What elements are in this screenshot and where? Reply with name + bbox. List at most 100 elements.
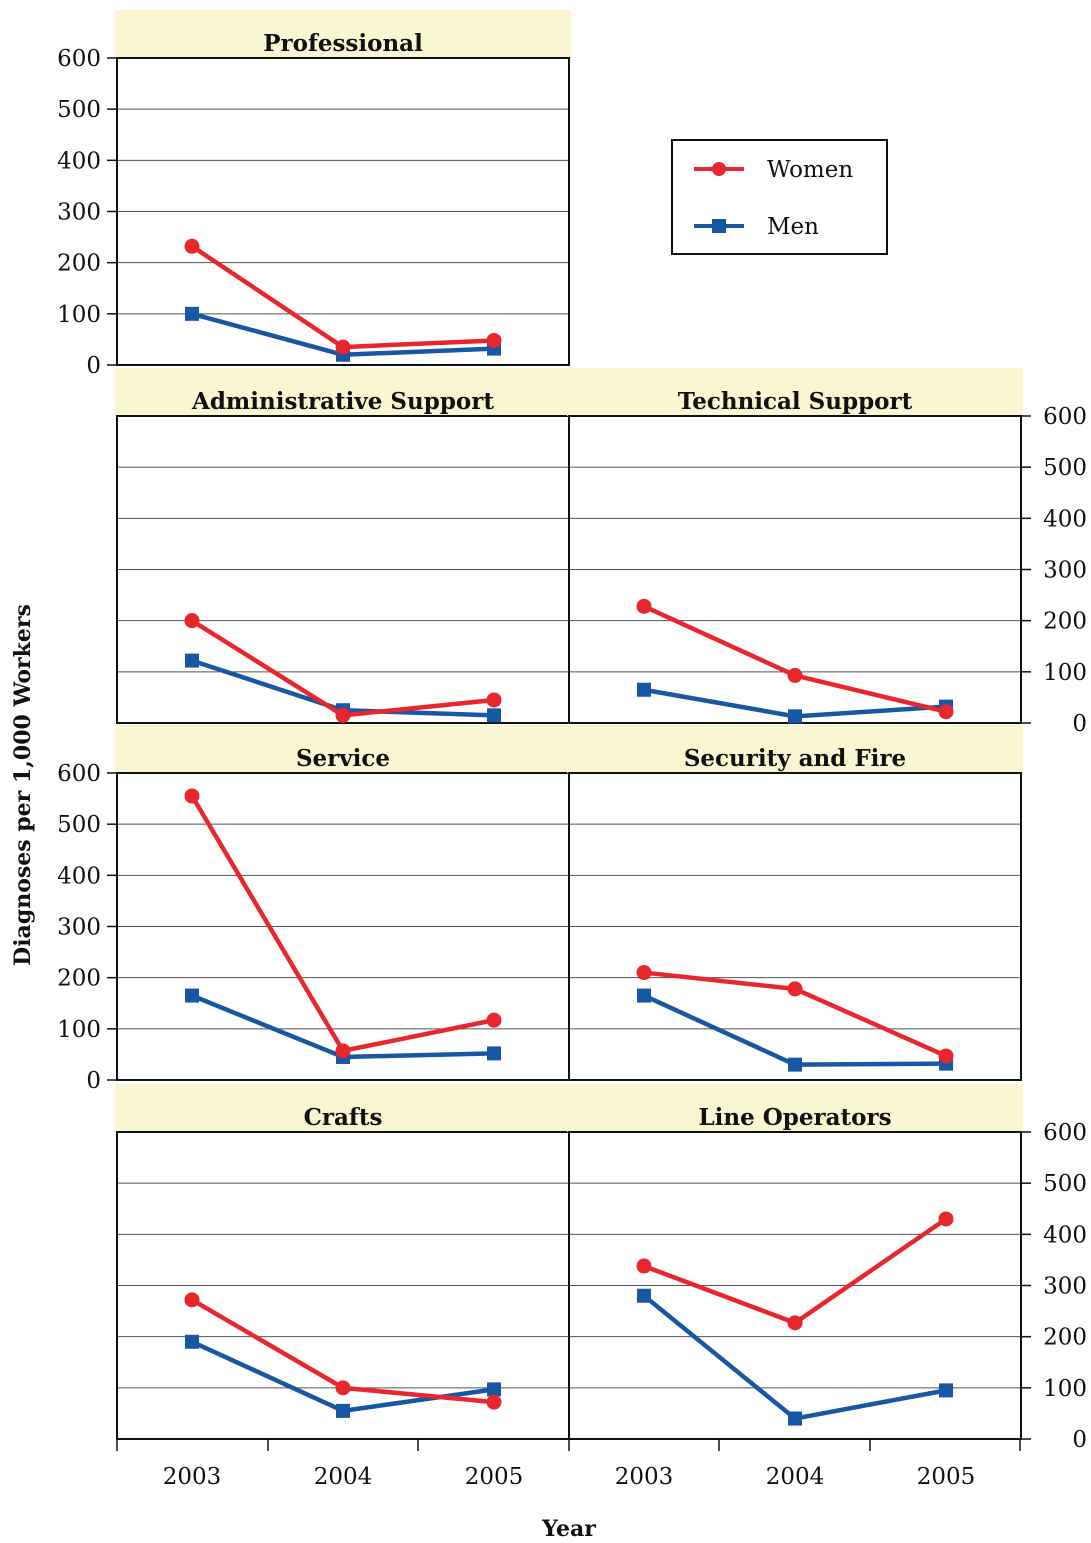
series-women bbox=[636, 1211, 954, 1331]
y-tick-label: 100 bbox=[57, 302, 101, 328]
x-tick-label: 2005 bbox=[917, 1464, 976, 1490]
panel-crafts: Crafts bbox=[115, 1084, 571, 1440]
point-men-2004 bbox=[336, 1403, 350, 1418]
y-tick-label: 0 bbox=[86, 353, 101, 379]
legend: Women Men bbox=[671, 139, 888, 255]
panel-title-band bbox=[115, 10, 571, 58]
point-men-2004 bbox=[788, 1411, 802, 1426]
plot-frame bbox=[568, 772, 1022, 1081]
y-tick-label: 600 bbox=[1043, 1120, 1087, 1146]
series-women bbox=[636, 965, 954, 1064]
panel-title: Technical Support bbox=[678, 388, 913, 415]
x-tick-label: 2004 bbox=[314, 1464, 373, 1490]
y-tick-label: 100 bbox=[57, 1017, 101, 1043]
panel-security-and-fire: Security and Fire bbox=[567, 725, 1023, 1081]
y-tick-label: 400 bbox=[57, 148, 101, 174]
panels-layer: Professional Administrative Support Techni… bbox=[115, 10, 1023, 1440]
y-tick-label: 300 bbox=[1043, 558, 1087, 584]
panel-line-operators: Line Operators bbox=[567, 1084, 1023, 1440]
point-men-2004 bbox=[788, 709, 802, 724]
point-men-2005 bbox=[487, 708, 501, 723]
series-men bbox=[637, 1288, 953, 1426]
y-tick-label: 200 bbox=[1043, 609, 1087, 635]
y-tick-label: 0 bbox=[86, 1068, 101, 1094]
y-tick-label: 300 bbox=[1043, 1274, 1087, 1300]
y-tick-label: 500 bbox=[1043, 455, 1087, 481]
panel-title-band bbox=[115, 1084, 571, 1132]
series-women bbox=[636, 598, 954, 720]
panel-service: Service bbox=[115, 725, 571, 1081]
y-tick-label: 500 bbox=[57, 812, 101, 838]
point-men-2003 bbox=[185, 306, 199, 321]
x-axis-title: Year bbox=[541, 1516, 596, 1542]
series-women bbox=[184, 1292, 502, 1410]
x-tick-label: 2005 bbox=[465, 1464, 524, 1490]
point-women-2003 bbox=[184, 613, 200, 629]
point-women-2003 bbox=[636, 965, 652, 981]
y-tick-label: 300 bbox=[57, 915, 101, 941]
legend-box bbox=[671, 139, 888, 255]
y-tick-label: 400 bbox=[57, 863, 101, 889]
panel-title: Security and Fire bbox=[684, 745, 906, 772]
y-tick-label: 0 bbox=[1072, 1427, 1087, 1453]
point-women-2005 bbox=[938, 1048, 954, 1064]
legend-men-label: Men bbox=[767, 214, 819, 240]
x-tick-label: 2003 bbox=[163, 1464, 222, 1490]
point-women-2004 bbox=[787, 667, 803, 683]
point-women-2005 bbox=[486, 332, 502, 348]
series-women bbox=[184, 788, 502, 1059]
panel-title: Professional bbox=[263, 30, 423, 57]
panel-title-band bbox=[567, 368, 1023, 416]
panel-title: Line Operators bbox=[698, 1104, 891, 1131]
panel-title-band bbox=[115, 725, 571, 773]
legend-women-label: Women bbox=[767, 157, 853, 183]
y-tick-label: 200 bbox=[57, 966, 101, 992]
axes-layer: 0 100 200 300 400 500 600 0 100 200 300 400 500 600 0 1… bbox=[57, 46, 1087, 1490]
point-women-2003 bbox=[184, 788, 200, 804]
point-men-2003 bbox=[637, 988, 651, 1003]
point-women-2004 bbox=[787, 981, 803, 997]
point-women-2004 bbox=[335, 1380, 351, 1396]
point-men-2003 bbox=[185, 653, 199, 668]
x-tick-label: 2003 bbox=[615, 1464, 674, 1490]
legend-women-marker bbox=[712, 162, 726, 176]
point-women-2005 bbox=[486, 1394, 502, 1410]
point-men-2005 bbox=[939, 1383, 953, 1398]
point-women-2005 bbox=[486, 1012, 502, 1028]
panel-title-band bbox=[115, 368, 571, 416]
point-men-2003 bbox=[637, 682, 651, 697]
point-women-2003 bbox=[636, 1258, 652, 1274]
point-men-2003 bbox=[637, 1288, 651, 1303]
point-women-2003 bbox=[636, 598, 652, 614]
y-tick-label: 300 bbox=[57, 200, 101, 226]
y-tick-label: 600 bbox=[1043, 404, 1087, 430]
point-men-2003 bbox=[185, 1334, 199, 1349]
point-men-2003 bbox=[185, 988, 199, 1003]
y-axis-title: Diagnoses per 1,000 Workers bbox=[10, 604, 36, 966]
y-tick-label: 100 bbox=[1043, 1376, 1087, 1402]
y-axis-left-row1: 0 100 200 300 400 500 600 bbox=[57, 46, 117, 379]
y-axis-right-row4: 0 100 200 300 400 500 600 bbox=[1021, 1120, 1087, 1453]
point-men-2005 bbox=[487, 1382, 501, 1397]
point-women-2005 bbox=[938, 1211, 954, 1227]
panel-title: Crafts bbox=[304, 1104, 383, 1131]
y-tick-label: 600 bbox=[57, 46, 101, 72]
y-tick-label: 500 bbox=[1043, 1171, 1087, 1197]
point-women-2004 bbox=[335, 707, 351, 723]
x-tick-label: 2004 bbox=[766, 1464, 825, 1490]
point-women-2004 bbox=[335, 1043, 351, 1059]
y-tick-label: 200 bbox=[57, 251, 101, 277]
point-men-2004 bbox=[788, 1057, 802, 1072]
y-tick-label: 400 bbox=[1043, 506, 1087, 532]
y-tick-label: 500 bbox=[57, 97, 101, 123]
panel-title-band bbox=[567, 1084, 1023, 1132]
point-women-2004 bbox=[787, 1315, 803, 1331]
y-axis-right-row2: 0 100 200 300 400 500 600 bbox=[1021, 404, 1087, 737]
point-women-2005 bbox=[938, 704, 954, 720]
y-axis-left-row3: 0 100 200 300 400 500 600 bbox=[57, 761, 117, 1094]
y-tick-label: 400 bbox=[1043, 1222, 1087, 1248]
panel-title: Administrative Support bbox=[191, 388, 494, 415]
series-women bbox=[184, 238, 502, 355]
point-women-2003 bbox=[184, 238, 200, 254]
